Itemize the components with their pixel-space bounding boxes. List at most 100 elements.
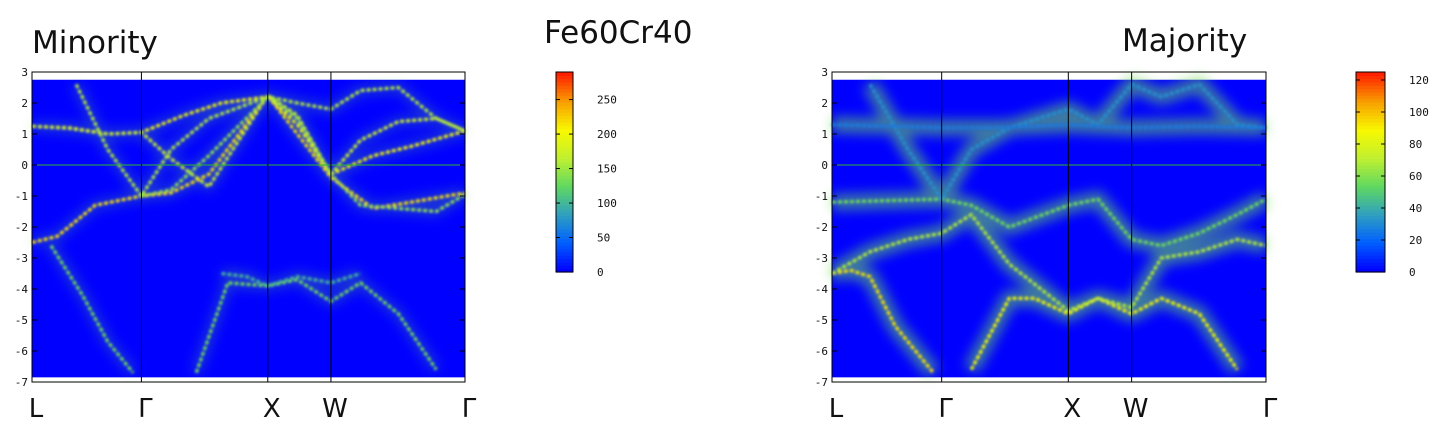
colorbar-segment [556, 212, 573, 216]
y-tick-label: 3 [21, 66, 28, 79]
colorbar-segment [556, 138, 573, 143]
colorbar-tick-label: 150 [597, 163, 617, 176]
colorbar-segment [556, 268, 573, 273]
colorbar-segment [556, 262, 573, 266]
colorbar-segment [556, 122, 573, 126]
colorbar-segment [556, 222, 573, 226]
colorbar-segment [556, 152, 573, 156]
colorbar-segment [1356, 158, 1385, 163]
colorbar-segment [556, 198, 573, 203]
colorbar-tick-label: 80 [1409, 138, 1422, 151]
colorbar-segment [556, 162, 573, 166]
colorbar-segment [556, 135, 573, 140]
colorbar-segment [556, 165, 573, 170]
colorbar-segment [1356, 238, 1385, 243]
colorbar-segment [556, 218, 573, 223]
y-tick-label: -4 [15, 283, 29, 296]
colorbar-segment [556, 238, 573, 243]
y-tick-label: 2 [21, 97, 28, 110]
colorbar-segment [556, 112, 573, 116]
minority-panel-title: Minority [32, 25, 158, 61]
colorbar-segment [1356, 202, 1385, 206]
colorbar-segment [1356, 235, 1385, 240]
colorbar-segment [556, 255, 573, 260]
kpoint-label: X [263, 394, 281, 424]
colorbar-segment [1356, 75, 1385, 80]
colorbar-segment [1356, 135, 1385, 140]
panel-1: 3 2 1 0 -1 -2 -3 -4 -5 -6 -7L Γ X W Γ 120 100 80 60 40 20 0 [815, 66, 1429, 424]
colorbar-frame [555, 71, 574, 273]
colorbar-segment [556, 172, 573, 176]
colorbar-frame [1355, 71, 1386, 273]
colorbar-segment [556, 95, 573, 100]
band-3 [74, 83, 466, 198]
colorbar-segment [1356, 175, 1385, 180]
colorbar-segment [1356, 265, 1385, 270]
y-tick-label: -5 [815, 314, 828, 327]
colorbar-segment [1356, 225, 1385, 230]
panel-0: 3 2 1 0 -1 -2 -3 -4 -5 -6 -7L Γ X W Γ 250 200 150 100 50 0 [15, 66, 617, 424]
kpoint-label: L [29, 394, 44, 424]
colorbar-segment [556, 215, 573, 220]
colorbar-segment [1356, 78, 1385, 83]
colorbar-segment [1356, 248, 1385, 253]
band-7 [221, 271, 361, 288]
colorbar-tick-label: 100 [1409, 106, 1429, 119]
colorbar-segment [1356, 258, 1385, 263]
colorbar-segment [1356, 215, 1385, 220]
colorbar-tick-label: 20 [1409, 234, 1422, 247]
colorbar-segment [1356, 182, 1385, 186]
colorbar-segment [556, 142, 573, 146]
colorbar-tick-label: 100 [597, 197, 617, 210]
colorbar-segment [556, 265, 573, 270]
colorbar-segment [556, 118, 573, 123]
colorbar-segment [556, 102, 573, 106]
y-tick-label: 0 [821, 159, 828, 172]
colorbar-tick-label: 120 [1409, 74, 1429, 87]
colorbar-segment [1356, 195, 1385, 200]
chart-title: Fe60Cr40 [544, 15, 693, 51]
colorbar-segment [1356, 192, 1385, 196]
colorbar-segment [556, 132, 573, 136]
colorbar-segment [556, 85, 573, 90]
colorbar-tick-label: 0 [597, 266, 604, 279]
kpoint-label: L [829, 394, 844, 424]
colorbar-segment [1356, 98, 1385, 103]
colorbar-segment [1356, 165, 1385, 170]
y-tick-label: -1 [15, 190, 28, 203]
colorbar-segment [556, 98, 573, 103]
colorbar-segment [1356, 252, 1385, 256]
colorbar-segment [556, 168, 573, 173]
colorbar-segment [556, 188, 573, 193]
colorbar-tick-label: 60 [1409, 170, 1422, 183]
y-tick-label: -2 [15, 221, 28, 234]
colorbar-segment [556, 182, 573, 186]
colorbar-segment [1356, 198, 1385, 203]
colorbar-segment [556, 155, 573, 160]
colorbar-segment [1356, 255, 1385, 260]
band-5 [831, 123, 1267, 130]
y-tick-label: 3 [821, 66, 828, 79]
colorbar-segment [556, 242, 573, 246]
colorbar-segment [1356, 242, 1385, 246]
colorbar-segment [1356, 72, 1385, 76]
colorbar-segment [1356, 232, 1385, 236]
kpoint-label: W [322, 394, 348, 424]
y-tick-label: -6 [815, 345, 828, 358]
colorbar-segment [556, 202, 573, 206]
colorbar-segment [556, 105, 573, 110]
colorbar-segment [1356, 112, 1385, 116]
kpoint-label: Γ [1263, 394, 1278, 424]
colorbar-segment [556, 175, 573, 180]
colorbar-segment [1356, 108, 1385, 113]
colorbar-segment [556, 258, 573, 263]
colorbar-tick-label: 200 [597, 128, 617, 141]
colorbar-segment [1356, 152, 1385, 156]
colorbar-segment [1356, 155, 1385, 160]
colorbar-segment [1356, 82, 1385, 86]
y-tick-label: -6 [15, 345, 28, 358]
kpoint-label: Γ [938, 394, 953, 424]
colorbar-segment [556, 82, 573, 86]
colorbar-segment [556, 205, 573, 210]
